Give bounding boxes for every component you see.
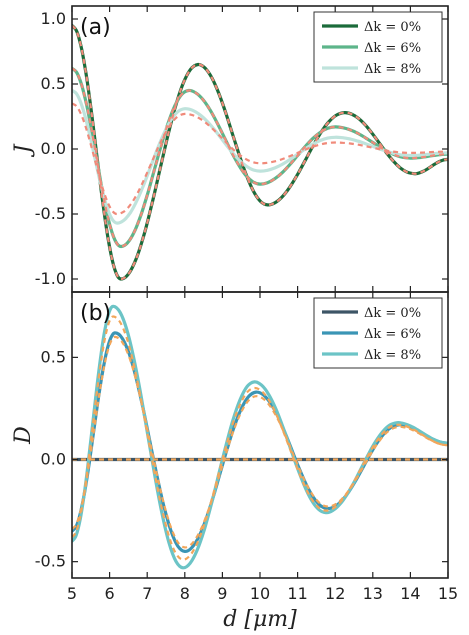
panel-label: (a) <box>80 15 111 40</box>
legend: Δk = 0% Δk = 6% Δk = 8% <box>313 297 443 369</box>
x-tick-label: 10 <box>250 584 270 603</box>
y-tick-label: -1.0 <box>35 269 66 288</box>
y-axis-label: J <box>11 143 36 157</box>
y-tick-label: -0.5 <box>35 204 66 223</box>
legend-entry: Δk = 6% <box>364 327 421 342</box>
panel-label: (b) <box>80 301 111 326</box>
panel-a: -1.0-0.50.00.51.0J(a) Δk = 0%Δk = 6%Δk = … <box>11 5 449 293</box>
x-tick-label: 15 <box>438 584 458 603</box>
x-tick-label: 14 <box>400 584 420 603</box>
y-tick-label: 0.5 <box>41 347 66 366</box>
fit-line-2 <box>72 335 448 549</box>
legend-entry: Δk = 8% <box>364 348 421 363</box>
y-tick-label: 0.0 <box>41 450 66 469</box>
y-tick-label: 1.0 <box>41 9 66 28</box>
x-tick-label: 7 <box>142 584 152 603</box>
x-tick-label: 12 <box>325 584 345 603</box>
x-tick-label: 5 <box>67 584 77 603</box>
plot-area <box>72 23 448 281</box>
legend-entry: Δk = 0% <box>364 20 421 35</box>
x-tick-label: 6 <box>105 584 115 603</box>
x-tick-label: 9 <box>217 584 227 603</box>
fit-line-3 <box>72 315 448 561</box>
legend-entry: Δk = 6% <box>364 41 421 56</box>
x-tick-label: 13 <box>363 584 383 603</box>
legend: Δk = 0% Δk = 6% Δk = 8% <box>313 11 443 83</box>
legend-entry: Δk = 0% <box>364 306 421 321</box>
x-tick-label: 8 <box>180 584 190 603</box>
series-line-3 <box>72 304 448 570</box>
y-tick-label: 0.5 <box>41 74 66 93</box>
y-tick-label: 0.0 <box>41 139 66 158</box>
x-axis: 5 6 7 8 9 10 11 12 13 14 15 d [μm] <box>67 584 458 632</box>
legend-entry: Δk = 8% <box>364 62 421 77</box>
y-axis-label: D <box>11 426 36 445</box>
panel-b: -0.5 0.0 0.5 D (b) Δk = 0% Δk = 6% Δk = 8% <box>11 291 449 579</box>
x-axis-label: d [μm] <box>223 607 297 632</box>
fit-line-1 <box>72 24 448 281</box>
series-line-3 <box>72 88 448 225</box>
x-tick-label: 11 <box>287 584 307 603</box>
plot-area <box>72 304 448 570</box>
series-line-2 <box>72 66 448 249</box>
y-tick-label: -0.5 <box>35 552 66 571</box>
